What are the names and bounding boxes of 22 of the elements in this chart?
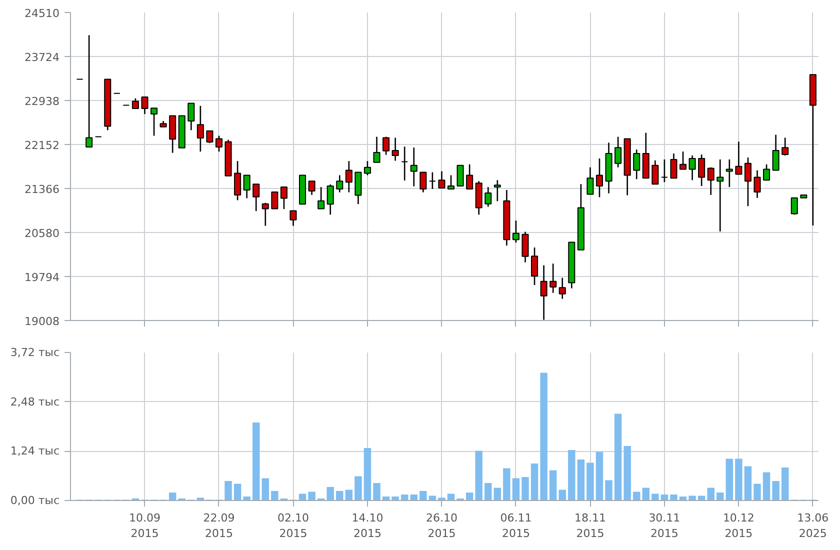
- x-tick-label: 30.11 2015: [648, 512, 680, 540]
- x-tick-label: 13.06 2025: [797, 512, 829, 540]
- x-tick-label: 22.09 2015: [203, 512, 235, 540]
- y-tick-label: 19008: [24, 315, 60, 328]
- y-tick-label: 21366: [24, 183, 60, 196]
- x-tick-label: 10.12 2015: [722, 512, 754, 540]
- x-tick-label: 14.10 2015: [352, 512, 384, 540]
- y-tick-label: 3,72 тыс: [10, 346, 60, 359]
- y-tick-label: 19794: [24, 271, 60, 284]
- y-tick-label: 22938: [24, 95, 60, 108]
- x-tick-label: 10.09 2015: [129, 512, 160, 540]
- x-tick-label: 26.10 2015: [426, 512, 458, 540]
- y-tick-label: 23724: [24, 51, 60, 64]
- y-tick-label: 22152: [24, 139, 60, 152]
- x-tick-label: 02.10 2015: [277, 512, 309, 540]
- y-tick-label: 20580: [24, 227, 60, 240]
- y-tick-label: 0,00 тыс: [10, 494, 60, 507]
- y-tick-label: 1,24 тыс: [10, 444, 60, 458]
- x-tick-label: 18.11 2015: [574, 512, 606, 540]
- y-tick-label: 24510: [24, 7, 60, 20]
- y-tick-label: 2,48 тыс: [10, 395, 60, 408]
- x-tick-label: 06.11 2015: [500, 512, 532, 540]
